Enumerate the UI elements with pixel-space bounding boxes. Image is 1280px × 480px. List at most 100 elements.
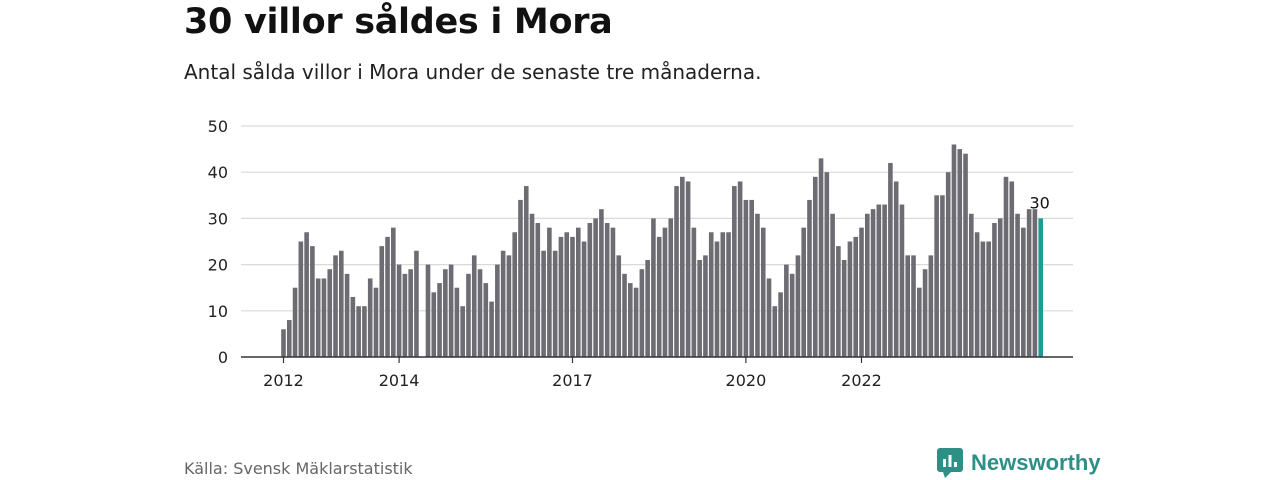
bar (934, 195, 939, 357)
bar (940, 195, 945, 357)
bar (864, 213, 870, 357)
bar (980, 241, 986, 357)
bar (471, 255, 477, 357)
bar (830, 213, 835, 357)
bar (448, 264, 454, 357)
bar (963, 153, 968, 357)
bar (281, 329, 286, 357)
bar (928, 255, 934, 357)
bar (512, 232, 517, 357)
bar (466, 273, 471, 357)
bar (859, 227, 864, 357)
x-tick-label: 2012 (263, 371, 304, 390)
bar (691, 227, 697, 357)
x-tick-label: 2017 (552, 371, 593, 390)
bar (315, 278, 321, 357)
bar (547, 227, 552, 357)
bar (836, 246, 841, 357)
bar (599, 209, 604, 357)
bar (945, 172, 951, 357)
bar (668, 218, 674, 357)
bars (281, 144, 1043, 357)
bar (286, 320, 292, 357)
bar (362, 306, 367, 357)
chart-subtitle: Antal sålda villor i Mora under de senas… (184, 60, 762, 84)
bar (801, 227, 806, 357)
bar (905, 255, 911, 357)
bar (581, 241, 587, 357)
bar (402, 273, 408, 357)
bar (1026, 209, 1032, 357)
bar (743, 199, 749, 357)
bar (778, 292, 783, 357)
bar (350, 296, 356, 357)
bar (697, 259, 702, 357)
bar (1015, 213, 1020, 357)
bar (575, 227, 581, 357)
brand-logo[interactable]: Newsworthy (937, 448, 1101, 478)
bar (431, 292, 437, 357)
bar (454, 287, 460, 357)
source-note: Källa: Svensk Mäklarstatistik (184, 459, 413, 478)
bar (749, 199, 754, 357)
x-axis-ticks: 2012 2014 2017 2020 2022 (263, 357, 882, 390)
bar (957, 149, 963, 357)
bar (500, 250, 506, 357)
bar (922, 269, 928, 357)
bar (523, 186, 529, 357)
bar (414, 250, 419, 357)
bar (356, 306, 361, 357)
highlight-value-label: 30 (1030, 193, 1050, 212)
bar (714, 241, 720, 357)
bar (812, 176, 818, 357)
bar (506, 255, 512, 357)
bar (518, 199, 523, 357)
bar (824, 172, 830, 357)
bar (408, 269, 413, 357)
y-tick-label: 50 (208, 117, 228, 136)
bar (333, 255, 338, 357)
bar (310, 246, 315, 357)
bar (755, 213, 760, 357)
y-axis-ticks: 0 10 20 30 40 50 (208, 117, 228, 367)
bar (784, 264, 789, 357)
bar-highlight (1038, 218, 1043, 357)
bar (708, 232, 714, 357)
bar (1009, 181, 1015, 357)
bar (298, 241, 304, 357)
bar (385, 236, 390, 357)
bar (732, 186, 737, 357)
bar (391, 227, 396, 357)
bar (564, 232, 570, 357)
bar (888, 162, 893, 357)
bar (997, 218, 1003, 357)
bar (703, 255, 708, 357)
x-tick-label: 2014 (379, 371, 420, 390)
bar (853, 236, 859, 357)
bar (951, 144, 957, 357)
bar (974, 232, 980, 357)
bar (772, 306, 778, 357)
bar (483, 283, 489, 357)
bar (460, 306, 465, 357)
bar (680, 176, 685, 357)
bar (766, 278, 772, 357)
bar (992, 223, 997, 357)
bar (489, 301, 494, 357)
bar (870, 209, 876, 357)
x-tick-label: 2022 (841, 371, 882, 390)
bar (535, 223, 541, 357)
bar (841, 259, 847, 357)
bar (437, 283, 442, 357)
bar (610, 227, 616, 357)
bar (917, 287, 922, 357)
bar (1021, 227, 1026, 357)
bar (379, 246, 385, 357)
bar (593, 218, 598, 357)
bar (321, 278, 327, 357)
bar (425, 264, 431, 357)
bar (685, 181, 691, 357)
bar (477, 269, 483, 357)
bar (720, 232, 726, 357)
